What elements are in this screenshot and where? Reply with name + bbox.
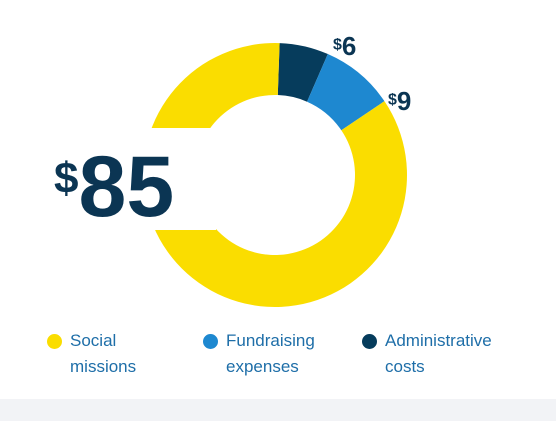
legend-label-administrative-costs: Administrative costs bbox=[385, 331, 492, 376]
chart-legend: Social missions Fundraising expenses Adm… bbox=[0, 328, 556, 388]
legend-label-fundraising-expenses: Fundraising expenses bbox=[226, 331, 315, 376]
value-label-social-missions: $85 bbox=[54, 139, 174, 235]
value-labels: $85 $9 $6 bbox=[54, 31, 411, 235]
slice-fundraising-expenses bbox=[307, 54, 385, 131]
bottom-strip bbox=[0, 399, 556, 421]
legend-label-social-missions: Social missions bbox=[70, 331, 137, 376]
legend-swatch-administrative-costs bbox=[362, 334, 377, 349]
donut-slices bbox=[48, 42, 407, 308]
value-label-administrative-costs: $6 bbox=[333, 31, 356, 61]
legend-swatch-social-missions bbox=[47, 334, 62, 349]
legend-swatch-fundraising-expenses bbox=[203, 334, 218, 349]
slice-administrative-costs bbox=[277, 43, 328, 102]
slice-social-missions bbox=[142, 42, 407, 308]
big-label-backdrop bbox=[48, 128, 216, 230]
value-label-fundraising-expenses: $9 bbox=[388, 86, 411, 116]
